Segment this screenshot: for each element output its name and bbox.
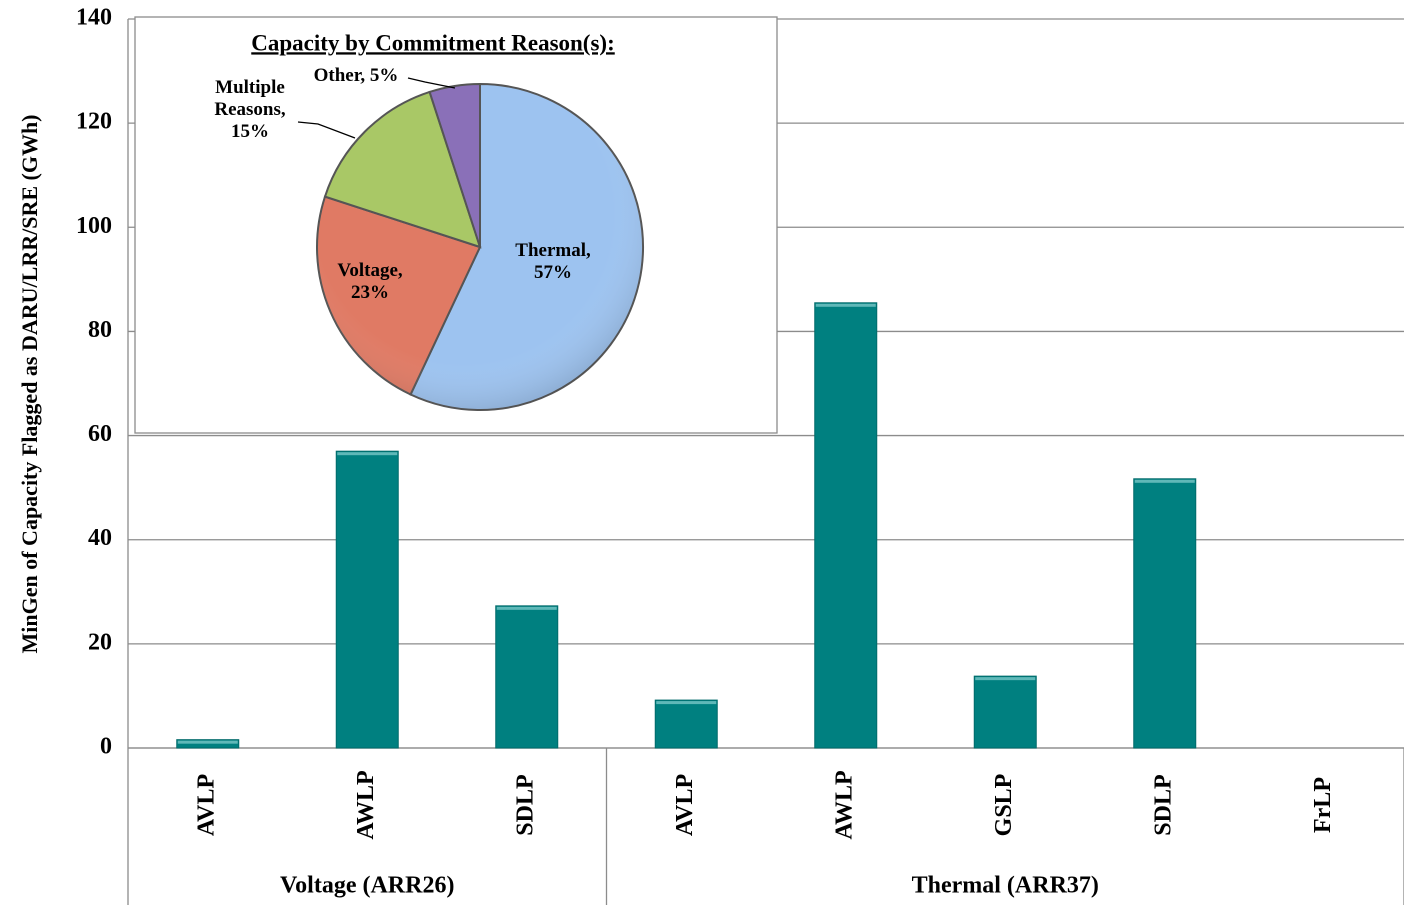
y-tick-label: 120 bbox=[76, 109, 112, 135]
y-tick-label: 40 bbox=[88, 525, 112, 551]
pie-label: Other, 5% bbox=[286, 65, 426, 87]
bar-highlight bbox=[496, 606, 557, 610]
pie-label-category: Multiple Reasons, bbox=[214, 77, 286, 120]
bar-highlight bbox=[656, 701, 717, 705]
bar-highlight bbox=[975, 677, 1036, 681]
x-tick-label: SDLP bbox=[1150, 774, 1176, 835]
bar bbox=[654, 699, 718, 749]
y-tick-label: 20 bbox=[88, 629, 112, 655]
y-tick-label: 100 bbox=[76, 213, 112, 239]
y-tick-label: 60 bbox=[88, 421, 112, 447]
bar bbox=[973, 675, 1037, 749]
pie-label: Thermal, 57% bbox=[478, 240, 628, 284]
bar bbox=[176, 739, 240, 749]
x-tick-label: AVLP bbox=[672, 774, 698, 836]
bar bbox=[1133, 478, 1197, 749]
pie-label-value: 5% bbox=[369, 65, 399, 86]
group-label: Voltage (ARR26) bbox=[280, 873, 454, 899]
y-tick-label: 0 bbox=[100, 734, 112, 760]
y-tick-label: 140 bbox=[76, 5, 112, 31]
y-axis-label: MinGen of Capacity Flagged as DARU/LRR/S… bbox=[17, 114, 42, 653]
x-tick-label: AWLP bbox=[353, 770, 379, 839]
x-tick-label: AWLP bbox=[831, 770, 857, 839]
x-tick-label: SDLP bbox=[512, 774, 538, 835]
pie-label-category: Voltage, bbox=[337, 260, 403, 281]
pie-label-value: 23% bbox=[351, 282, 389, 303]
y-tick-label: 80 bbox=[88, 317, 112, 343]
bar bbox=[495, 605, 559, 749]
bar-highlight bbox=[815, 303, 876, 307]
x-tick-label: GSLP bbox=[991, 774, 1017, 837]
bar-highlight bbox=[1134, 479, 1195, 483]
bar bbox=[335, 450, 399, 749]
x-tick-label: FrLP bbox=[1310, 777, 1336, 833]
bar-highlight bbox=[177, 740, 238, 744]
leader-line bbox=[407, 77, 456, 89]
pie-label-value: 57% bbox=[534, 262, 572, 283]
group-label: Thermal (ARR37) bbox=[912, 873, 1099, 899]
bar-highlight bbox=[337, 452, 398, 456]
pie-label: Multiple Reasons, 15% bbox=[195, 77, 305, 143]
pie-label-value: 15% bbox=[231, 121, 269, 142]
pie-title: Capacity by Commitment Reason(s): bbox=[251, 30, 615, 55]
x-tick-label: AVLP bbox=[193, 774, 219, 836]
pie-label-category: Other, bbox=[313, 65, 366, 86]
bar bbox=[814, 302, 878, 749]
pie-label: Voltage, 23% bbox=[310, 260, 430, 304]
pie-label-category: Thermal, bbox=[515, 240, 591, 261]
leader-line bbox=[297, 121, 356, 139]
